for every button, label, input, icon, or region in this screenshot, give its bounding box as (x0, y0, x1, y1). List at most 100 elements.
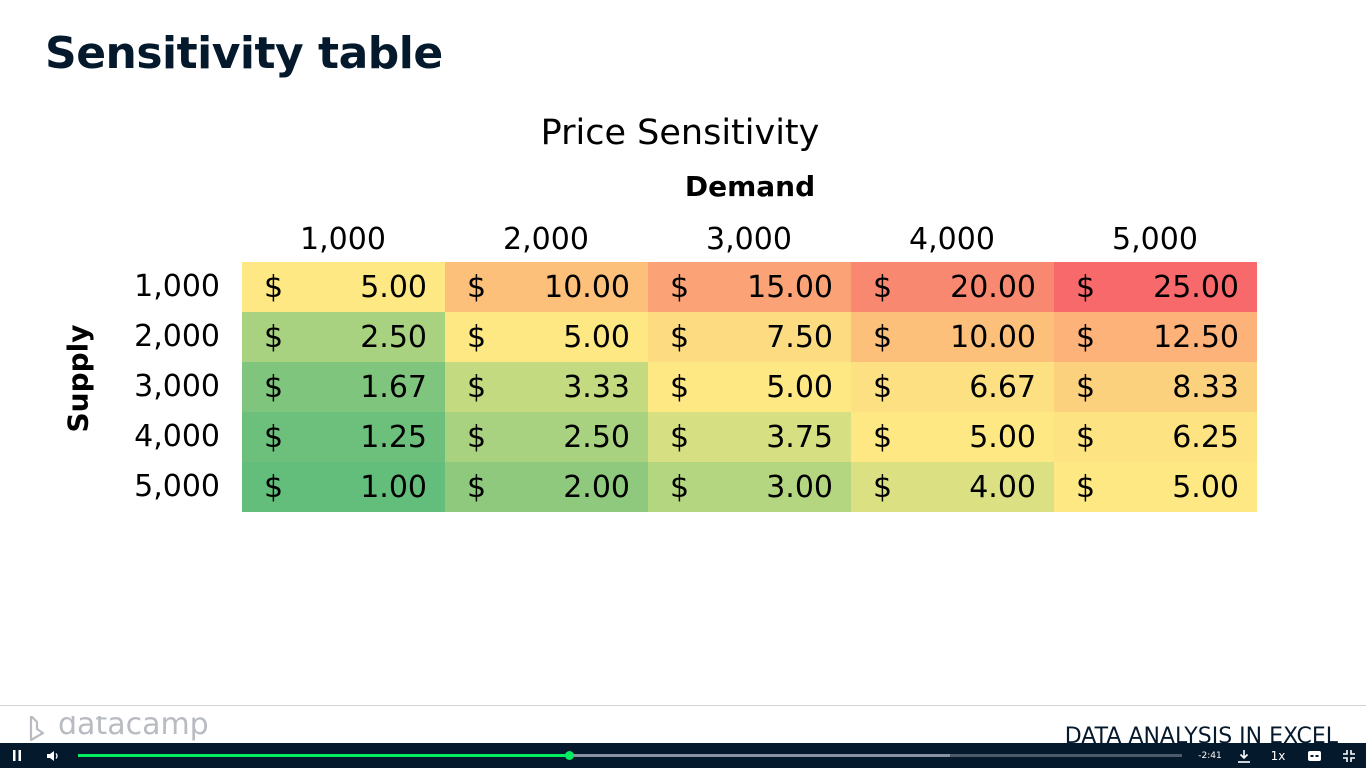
currency-symbol: $ (873, 320, 893, 355)
table-cell: $4.00 (851, 462, 1054, 512)
column-header: 3,000 (706, 222, 792, 257)
cell-value: 6.25 (1172, 420, 1239, 455)
cell-value: 2.00 (563, 470, 630, 505)
captions-button[interactable] (1303, 743, 1325, 768)
row-header: 5,000 (134, 469, 220, 504)
volume-button[interactable] (42, 743, 64, 768)
time-remaining: -2:41 (1198, 750, 1222, 761)
currency-symbol: $ (670, 470, 690, 505)
table-cell: $2.50 (445, 412, 648, 462)
slide-title: Sensitivity table (45, 28, 443, 79)
table-cell: $8.33 (1054, 362, 1257, 412)
cell-value: 1.67 (360, 370, 427, 405)
column-header: 5,000 (1112, 222, 1198, 257)
video-player-bar: -2:41 1x (0, 743, 1366, 768)
logo-wordmark: datacamp (58, 716, 209, 742)
currency-symbol: $ (670, 420, 690, 455)
cell-value: 1.00 (360, 470, 427, 505)
row-header: 1,000 (134, 269, 220, 304)
table-cell: $6.25 (1054, 412, 1257, 462)
cell-value: 3.33 (563, 370, 630, 405)
cell-value: 3.00 (766, 470, 833, 505)
currency-symbol: $ (873, 270, 893, 305)
currency-symbol: $ (670, 370, 690, 405)
captions-icon (1307, 750, 1321, 761)
cell-value: 15.00 (747, 270, 833, 305)
table-cell: $5.00 (445, 312, 648, 362)
supply-axis-label: Supply (61, 324, 95, 433)
table-cell: $2.50 (242, 312, 445, 362)
cell-value: 12.50 (1153, 320, 1239, 355)
download-button[interactable] (1233, 743, 1255, 768)
cell-value: 3.75 (766, 420, 833, 455)
table-cell: $5.00 (242, 262, 445, 312)
table-cell: $12.50 (1054, 312, 1257, 362)
table-cell: $1.67 (242, 362, 445, 412)
demand-axis-label: Demand (684, 170, 816, 203)
exit-fullscreen-icon (1343, 749, 1355, 762)
currency-symbol: $ (1076, 270, 1096, 305)
table-cell: $1.00 (242, 462, 445, 512)
cell-value: 20.00 (950, 270, 1036, 305)
column-header: 1,000 (300, 222, 386, 257)
table-cell: $5.00 (851, 412, 1054, 462)
table-cell: $10.00 (851, 312, 1054, 362)
progress-played (78, 754, 570, 757)
footer-divider (0, 705, 1366, 706)
row-header: 3,000 (134, 369, 220, 404)
table-cell: $5.00 (1054, 462, 1257, 512)
cell-value: 5.00 (1172, 470, 1239, 505)
datacamp-logo-icon (29, 716, 45, 742)
playback-speed-button[interactable]: 1x (1270, 748, 1286, 763)
row-header: 2,000 (134, 319, 220, 354)
table-cell: $3.00 (648, 462, 851, 512)
table-cell: $3.33 (445, 362, 648, 412)
cell-value: 25.00 (1153, 270, 1239, 305)
table-cell: $15.00 (648, 262, 851, 312)
currency-symbol: $ (467, 270, 487, 305)
currency-symbol: $ (1076, 420, 1096, 455)
cell-value: 5.00 (563, 320, 630, 355)
currency-symbol: $ (1076, 320, 1096, 355)
cell-value: 7.50 (766, 320, 833, 355)
currency-symbol: $ (467, 370, 487, 405)
cell-value: 2.50 (563, 420, 630, 455)
currency-symbol: $ (873, 420, 893, 455)
currency-symbol: $ (264, 470, 284, 505)
table-cell: $10.00 (445, 262, 648, 312)
currency-symbol: $ (1076, 370, 1096, 405)
pause-button[interactable] (6, 743, 28, 768)
datacamp-logo: datacamp (28, 716, 209, 744)
cell-value: 5.00 (766, 370, 833, 405)
table-cell: $2.00 (445, 462, 648, 512)
column-header: 4,000 (909, 222, 995, 257)
currency-symbol: $ (264, 370, 284, 405)
volume-icon (47, 750, 58, 761)
download-icon (1238, 749, 1250, 763)
course-name: DATA ANALYSIS IN EXCEL (1064, 724, 1338, 744)
row-header: 4,000 (134, 419, 220, 454)
currency-symbol: $ (264, 420, 284, 455)
cell-value: 8.33 (1172, 370, 1239, 405)
table-cell: $7.50 (648, 312, 851, 362)
cell-value: 5.00 (969, 420, 1036, 455)
cell-value: 1.25 (360, 420, 427, 455)
cell-value: 10.00 (950, 320, 1036, 355)
table-cell: $1.25 (242, 412, 445, 462)
currency-symbol: $ (670, 320, 690, 355)
currency-symbol: $ (467, 470, 487, 505)
progress-handle[interactable] (565, 751, 575, 760)
table-cell: $5.00 (648, 362, 851, 412)
cell-value: 4.00 (969, 470, 1036, 505)
sensitivity-grid: $5.00 $10.00 $15.00 $20.00 $25.00 $2.50 $5.00 $… (242, 262, 1257, 513)
column-header: 2,000 (503, 222, 589, 257)
table-cell: $3.75 (648, 412, 851, 462)
cell-value: 6.67 (969, 370, 1036, 405)
currency-symbol: $ (873, 370, 893, 405)
cell-value: 10.00 (544, 270, 630, 305)
currency-symbol: $ (467, 320, 487, 355)
table-cell: $20.00 (851, 262, 1054, 312)
progress-slider[interactable] (78, 751, 1182, 760)
pause-icon (13, 750, 21, 761)
exit-fullscreen-button[interactable] (1338, 743, 1360, 768)
